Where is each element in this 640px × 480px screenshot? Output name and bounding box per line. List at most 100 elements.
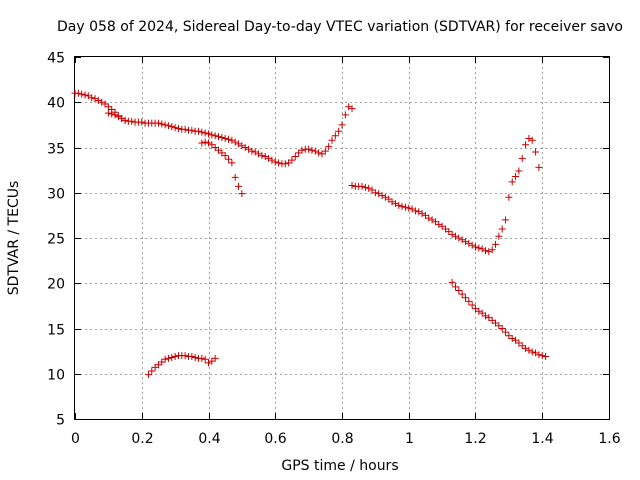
data-point-arc5 [381, 193, 389, 201]
data-point-arc3 [225, 155, 233, 163]
data-point-arc6 [522, 344, 530, 352]
data-point-arc4 [211, 354, 219, 362]
data-point-arc6 [455, 286, 463, 294]
data-point-arc5 [515, 167, 523, 175]
y-tick-label: 25 [47, 232, 65, 248]
data-point-arc1 [348, 105, 356, 113]
data-point-arc1 [331, 132, 339, 140]
y-tick-label: 40 [47, 96, 65, 112]
data-point-arc5 [415, 208, 423, 216]
data-point-arc1 [248, 147, 256, 155]
data-point-arc1 [245, 145, 253, 153]
data-point-arc1 [315, 149, 323, 157]
x-tick-label: 0 [71, 431, 80, 447]
data-point-arc5 [461, 238, 469, 246]
grid [75, 57, 609, 419]
data-point-arc1 [194, 127, 202, 135]
data-point-arc1 [341, 111, 349, 119]
data-point-arc1 [305, 145, 313, 153]
data-point-arc3 [198, 139, 206, 147]
data-points [71, 89, 550, 379]
data-point-arc5 [472, 243, 479, 251]
data-point-arc5 [535, 163, 543, 171]
data-point-arc5 [475, 244, 483, 252]
data-point-arc5 [532, 148, 540, 156]
y-tick-label: 15 [47, 323, 65, 339]
data-point-arc2 [121, 116, 129, 124]
data-point-arc1 [88, 94, 96, 102]
data-point-arc6 [542, 353, 550, 361]
data-point-arc5 [465, 239, 473, 247]
data-point-arc5 [488, 246, 496, 254]
data-point-arc1 [251, 148, 259, 156]
data-point-arc1 [91, 95, 99, 103]
data-point-arc5 [435, 220, 443, 228]
y-tick-label: 10 [47, 368, 65, 384]
data-point-arc1 [308, 146, 316, 154]
data-point-arc3 [221, 152, 229, 160]
data-point-arc6 [468, 301, 476, 309]
y-tick-label: 30 [47, 187, 65, 203]
data-point-arc6 [525, 346, 533, 354]
data-point-arc4 [198, 354, 206, 362]
data-point-arc5 [512, 172, 520, 180]
data-point-arc5 [468, 241, 476, 249]
axis-ticks: 0 0.2 0.4 0.6 0.8 1 1.2 1.4 1.6 5 10 15 20 25 30 35 40 45 [47, 51, 621, 448]
data-point-arc1 [291, 153, 299, 161]
data-point-arc5 [505, 193, 513, 201]
data-point-arc5 [495, 232, 503, 240]
data-point-arc1 [321, 147, 329, 155]
data-point-arc1 [325, 143, 333, 151]
data-point-arc1 [84, 92, 92, 100]
data-point-arc5 [371, 189, 379, 197]
data-point-arc6 [538, 352, 546, 360]
x-tick-label: 0.2 [131, 431, 153, 447]
data-point-arc1 [158, 120, 166, 128]
data-point-arc4 [188, 353, 196, 361]
x-tick-label: 1 [405, 431, 414, 447]
data-point-arc1 [275, 159, 283, 167]
data-point-arc5 [528, 136, 536, 144]
data-point-arc5 [518, 154, 526, 162]
y-tick-label: 45 [47, 51, 65, 67]
data-point-arc5 [398, 202, 406, 210]
data-point-arc1 [258, 152, 266, 160]
data-point-arc5 [405, 204, 413, 212]
data-point-arc1 [281, 160, 289, 168]
data-point-arc4 [148, 367, 156, 375]
data-point-arc1 [268, 156, 276, 164]
data-point-arc1 [168, 123, 176, 131]
data-point-arc1 [211, 132, 219, 140]
x-axis-label: GPS time / hours [281, 458, 398, 474]
data-point-arc4 [171, 353, 179, 361]
data-point-arc1 [265, 154, 273, 162]
data-point-arc5 [425, 214, 433, 222]
data-point-arc4 [181, 352, 189, 360]
data-point-arc4 [201, 355, 209, 363]
data-point-arc1 [188, 126, 196, 134]
x-tick-label: 0.6 [264, 431, 286, 447]
data-point-arc1 [255, 150, 263, 158]
data-point-arc1 [231, 138, 239, 146]
data-point-arc5 [418, 210, 426, 218]
data-point-arc1 [201, 129, 209, 137]
data-point-arc5 [448, 230, 456, 238]
data-point-arc3 [238, 190, 246, 198]
data-point-arc6 [482, 312, 490, 320]
data-point-arc1 [271, 158, 279, 166]
data-point-arc4 [191, 353, 199, 361]
data-point-arc6 [461, 294, 469, 302]
data-point-arc6 [535, 351, 543, 359]
data-point-arc1 [198, 128, 206, 136]
data-point-arc5 [455, 234, 463, 242]
y-tick-label: 20 [47, 277, 65, 293]
data-point-arc3 [231, 173, 239, 181]
data-point-arc5 [411, 207, 419, 215]
data-point-arc6 [498, 325, 506, 332]
data-point-arc4 [205, 359, 212, 367]
data-point-arc1 [74, 89, 82, 97]
data-point-arc2 [108, 110, 116, 118]
data-point-arc4 [144, 371, 152, 379]
data-point-arc1 [128, 117, 136, 125]
data-point-arc1 [98, 98, 106, 106]
